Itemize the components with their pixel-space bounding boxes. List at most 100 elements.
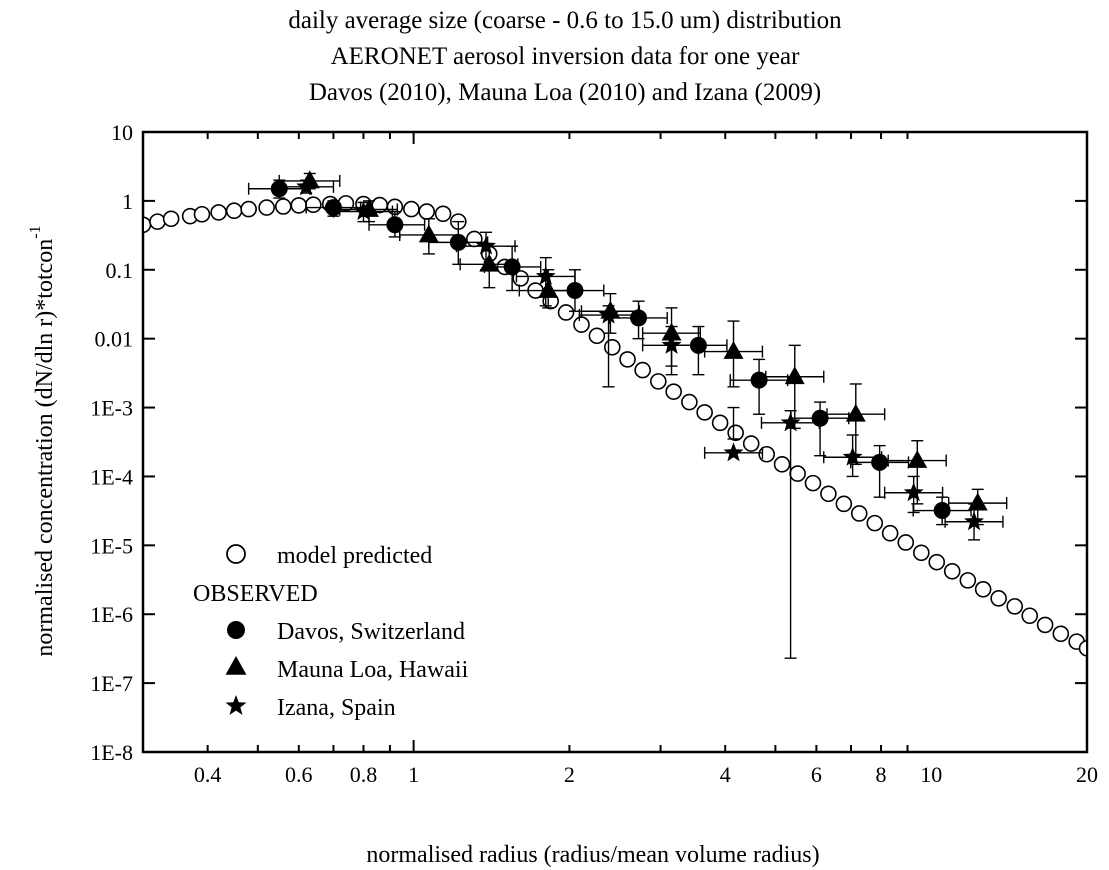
legend: model predicted OBSERVED Davos, Switzerl… (193, 543, 469, 721)
legend-model-marker (226, 544, 246, 564)
model-point (665, 383, 682, 400)
x-tick-label: 0.8 (350, 762, 378, 787)
mauna-loa-point (479, 253, 500, 272)
y-tick-label: 1E-4 (90, 464, 133, 489)
davos-point (811, 409, 829, 427)
y-axis-label-group: normalised concentration (dN/dln r)*totc… (27, 225, 58, 656)
legend-mauna-loa-label: Mauna Loa, Hawaii (277, 657, 469, 683)
x-tick-label: 20 (1076, 762, 1098, 787)
chart-title: daily average size (coarse - 0.6 to 15.0… (288, 7, 842, 106)
title-line-2: AERONET aerosol inversion data for one y… (331, 43, 801, 70)
izana-point (723, 442, 744, 462)
axis-ticks (142, 131, 1087, 753)
x-tick-label: 2 (564, 762, 575, 787)
davos-point (386, 216, 404, 234)
davos-point (871, 453, 889, 471)
model-point (820, 485, 837, 503)
mauna-loa-point (845, 403, 866, 422)
plot-frame (141, 130, 1089, 754)
legend-davos-label: Davos, Switzerland (277, 619, 465, 645)
model-point (974, 581, 992, 598)
y-tick-label: 1E-6 (90, 602, 133, 627)
izana-point (296, 176, 317, 196)
model-point (1078, 640, 1086, 657)
model-point (959, 572, 977, 589)
davos-point (630, 309, 648, 327)
mauna-loa-point (418, 224, 439, 243)
model-point (193, 205, 211, 223)
title-line-3: Davos (2010), Mauna Loa (2010) and Izana… (309, 79, 821, 106)
mauna-loa-point (967, 492, 988, 511)
legend-mauna-loa-marker (225, 656, 247, 675)
title-line-1: daily average size (coarse - 0.6 to 15.0… (288, 7, 842, 34)
x-tick-label: 0.6 (285, 762, 313, 787)
model-point (274, 198, 292, 215)
legend-model-label: model predicted (277, 543, 432, 569)
model-point (711, 414, 729, 432)
legend-davos-marker (227, 621, 245, 639)
y-tick-label: 1E-5 (90, 533, 133, 558)
izana-error-bar (760, 410, 821, 659)
x-tick-label: 0.4 (194, 762, 222, 787)
legend-observed-heading: OBSERVED (193, 581, 318, 607)
mauna-loa-point (723, 341, 744, 359)
model-point (990, 590, 1007, 607)
model-point (696, 404, 713, 421)
mauna-loa-point (538, 280, 559, 298)
y-tick-label: 1E-3 (90, 396, 133, 421)
y-tick-label: 1E-7 (90, 671, 133, 696)
y-tick-label: 0.1 (106, 258, 134, 283)
y-tick-label: 1 (122, 189, 133, 214)
model-point (573, 316, 590, 333)
izana-point (598, 304, 619, 324)
davos-point (933, 502, 951, 520)
y-tick-label: 0.01 (95, 327, 134, 352)
model-point (943, 562, 961, 580)
x-axis-label: normalised radius (radius/mean volume ra… (366, 842, 819, 868)
x-tick-label: 4 (720, 762, 731, 787)
model-point (773, 456, 791, 473)
model-point (240, 200, 257, 218)
model-point (866, 514, 884, 532)
model-point (1021, 607, 1039, 625)
model-point (681, 393, 698, 411)
model-point (1052, 625, 1070, 643)
y-axis-label-superscript: -1 (27, 225, 44, 238)
model-point (434, 205, 452, 223)
izana-point (661, 334, 682, 354)
model-point (162, 210, 180, 228)
model-point (835, 495, 853, 513)
model-point (897, 534, 915, 551)
mauna-loa-error-bar (826, 383, 886, 466)
model-point (758, 445, 775, 463)
x-tick-label: 10 (920, 762, 942, 787)
model-point (1006, 598, 1024, 615)
izana-point (535, 265, 556, 285)
x-tick-label: 1 (408, 762, 419, 787)
model-point (149, 213, 166, 230)
x-tick-label: 8 (876, 762, 887, 787)
legend-izana-label: Izana, Spain (277, 695, 396, 721)
y-tick-label: 1E-8 (90, 740, 133, 765)
model-point (928, 553, 946, 571)
izana-point (780, 412, 801, 432)
model-point (913, 544, 930, 562)
izana-point (353, 201, 374, 221)
model-point (634, 361, 651, 379)
davos-error-bar (850, 444, 910, 498)
svg-text:normalised concentration (dN/d: normalised concentration (dN/dln r)*totc… (27, 225, 58, 656)
model-point (305, 196, 322, 214)
y-tick-label: 10 (111, 120, 133, 145)
legend-izana-marker (225, 695, 247, 715)
model-point (403, 200, 420, 218)
model-point (418, 203, 436, 220)
model-point (557, 304, 575, 321)
izana-point (476, 235, 497, 255)
model-point (850, 505, 868, 522)
model-point (727, 424, 744, 442)
model-point (603, 338, 621, 356)
x-tick-label: 6 (811, 762, 822, 787)
izana-point (842, 446, 863, 466)
model-point (210, 204, 227, 221)
